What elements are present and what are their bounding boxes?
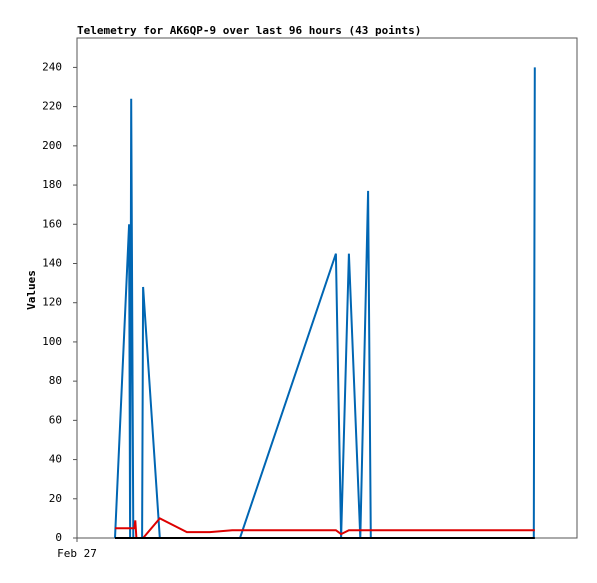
x-tick-label: Feb 27 bbox=[57, 547, 97, 560]
data-line bbox=[115, 517, 535, 539]
y-tick-label: 240 bbox=[42, 60, 62, 73]
y-tick-label: 200 bbox=[42, 139, 62, 152]
y-tick-label: 60 bbox=[49, 413, 62, 426]
y-tick-label: 180 bbox=[42, 178, 62, 191]
y-tick-label: 140 bbox=[42, 256, 62, 269]
y-tick-label: 160 bbox=[42, 217, 62, 230]
y-tick-label: 0 bbox=[55, 531, 62, 544]
y-tick-label: 120 bbox=[42, 296, 62, 309]
y-tick-label: 40 bbox=[49, 453, 62, 466]
y-tick-label: 100 bbox=[42, 335, 62, 348]
y-tick-label: 80 bbox=[49, 374, 62, 387]
y-tick-label: 20 bbox=[49, 492, 62, 505]
chart-title: Telemetry for AK6QP-9 over last 96 hours… bbox=[77, 24, 421, 37]
y-axis-label: Values bbox=[25, 270, 38, 310]
y-tick-label: 220 bbox=[42, 100, 62, 113]
